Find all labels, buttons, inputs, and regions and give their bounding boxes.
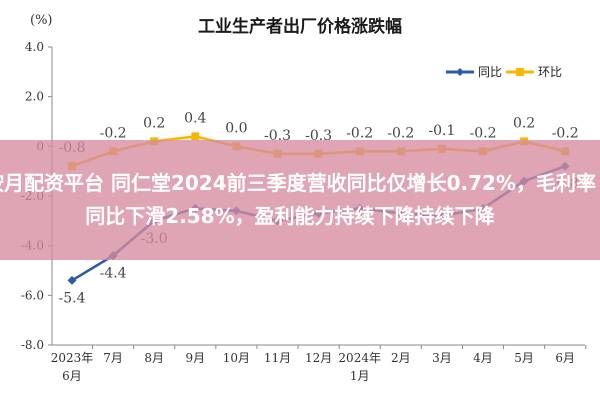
- chart-title: 工业生产者出厂价格涨跌幅: [198, 16, 402, 37]
- legend-swatch-marker: [456, 68, 464, 76]
- x-tick-label: 11月: [264, 351, 291, 365]
- data-label: -0.2: [346, 125, 373, 141]
- x-tick-label: 5月: [514, 351, 534, 365]
- y-tick-label: -8.0: [21, 338, 44, 352]
- x-tick-label: 2023年: [51, 351, 94, 365]
- data-label: 0.2: [143, 115, 165, 131]
- data-label: 0.4: [184, 110, 206, 126]
- legend-entry-label: 同比: [478, 65, 502, 79]
- x-tick-label: 6月: [555, 351, 575, 365]
- data-label: -4.4: [100, 266, 127, 282]
- data-label: -0.2: [387, 125, 414, 141]
- x-tick-label: 9月: [185, 351, 205, 365]
- data-label: -5.4: [59, 290, 86, 306]
- legend-entry-label: 环比: [538, 65, 562, 79]
- data-label: -0.2: [100, 125, 127, 141]
- data-label: 0.2: [513, 115, 535, 131]
- x-tick-label: 7月: [103, 351, 123, 365]
- data-label: -0.2: [470, 125, 497, 141]
- data-label: -0.1: [428, 123, 455, 139]
- x-tick-label: 2月: [391, 351, 411, 365]
- headline-banner: 按月配资平台 同仁堂2024前三季度营收同比仅增长0.72%，毛利率同比下滑2.…: [0, 140, 600, 260]
- headline-text: 按月配资平台 同仁堂2024前三季度营收同比仅增长0.72%，毛利率同比下滑2.…: [0, 171, 596, 228]
- x-tick-label: 10月: [223, 351, 250, 365]
- x-tick-label: 12月: [305, 351, 332, 365]
- unit-label: (%): [30, 13, 53, 28]
- legend: 同比 环比: [446, 65, 562, 79]
- data-label: 0.0: [225, 120, 247, 136]
- x-tick-label: 8月: [144, 351, 164, 365]
- data-label: -0.3: [305, 128, 332, 144]
- y-tick-label: 2.0: [25, 90, 44, 104]
- data-point: [67, 275, 77, 285]
- x-tick-label: 4月: [473, 351, 493, 365]
- x-tick-label: 3月: [432, 351, 452, 365]
- data-label: -0.2: [552, 125, 579, 141]
- x-tick-label: 2024年: [338, 351, 381, 365]
- legend-swatch-marker: [516, 68, 524, 76]
- data-label: -0.3: [264, 128, 291, 144]
- x-tick-label-line2: 6月: [62, 369, 82, 383]
- y-tick-label: -6.0: [21, 288, 44, 302]
- y-tick-label: 4.0: [25, 40, 44, 54]
- data-point: [191, 132, 200, 141]
- x-tick-label-line2: 1月: [350, 369, 370, 383]
